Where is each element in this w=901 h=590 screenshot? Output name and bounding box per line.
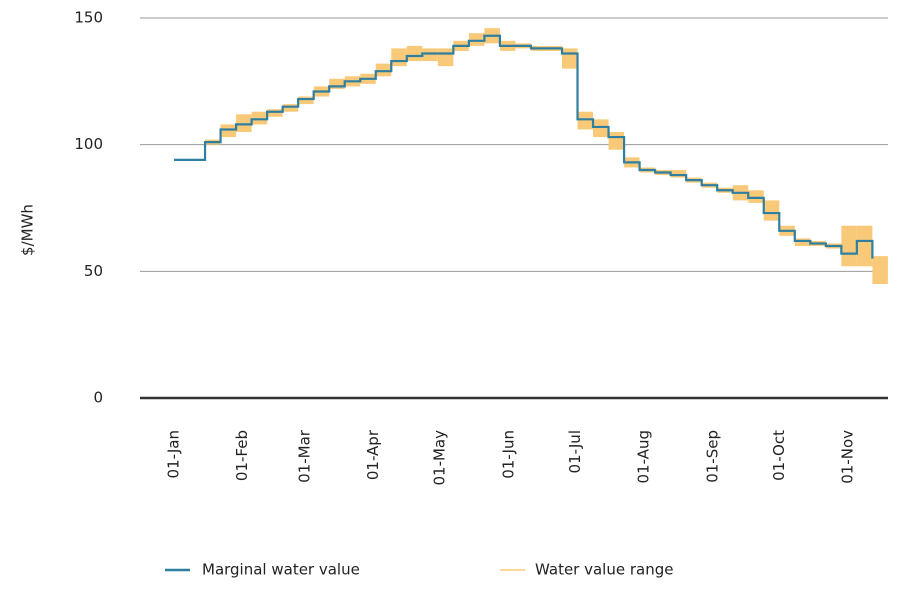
range-band: [437, 48, 454, 67]
value-line: [174, 34, 874, 259]
range-band: [391, 48, 407, 67]
legend-label: Water value range: [535, 561, 673, 579]
legend-label: Marginal water value: [202, 561, 360, 579]
range-band: [856, 225, 873, 267]
range-band: [608, 132, 625, 150]
range-band: [794, 238, 811, 246]
range-band: [236, 114, 252, 132]
x-tick-label: 01-Feb: [233, 430, 251, 481]
x-tick-label: 01-Apr: [364, 429, 382, 480]
range-band: [670, 170, 687, 178]
range-band: [298, 96, 314, 105]
range-band: [577, 111, 594, 130]
range-band: [468, 33, 485, 46]
range-band: [422, 48, 438, 62]
range-band: [267, 109, 283, 117]
x-tick-label: 01-Oct: [770, 430, 788, 481]
y-tick-label: 100: [74, 135, 103, 153]
range-band: [561, 48, 578, 69]
x-tick-label: 01-May: [431, 430, 449, 486]
x-tick-label: 01-Sep: [703, 430, 721, 483]
x-tick-label: 01-Jul: [566, 430, 584, 473]
x-tick-label: 01-Mar: [295, 429, 313, 483]
y-tick-label: 0: [93, 389, 103, 407]
range-band: [593, 119, 609, 138]
x-tick-label: 01-Jan: [165, 430, 183, 478]
range-band: [872, 256, 888, 284]
range-band: [375, 63, 392, 77]
y-axis-label: $/MWh: [19, 204, 37, 256]
x-tick-label: 01-Nov: [839, 430, 857, 484]
range-band: [406, 45, 423, 62]
range-band: [329, 78, 345, 89]
range-band: [841, 225, 857, 267]
range-band: [251, 111, 268, 125]
x-tick-label: 01-Jun: [499, 430, 517, 479]
range-band: [748, 190, 764, 203]
range-band: [282, 104, 299, 112]
y-tick-label: 50: [84, 262, 103, 280]
y-tick-label: 150: [74, 9, 103, 27]
range-band: [220, 124, 237, 138]
range-band: [763, 200, 780, 221]
x-tick-label: 01-Aug: [635, 430, 653, 483]
